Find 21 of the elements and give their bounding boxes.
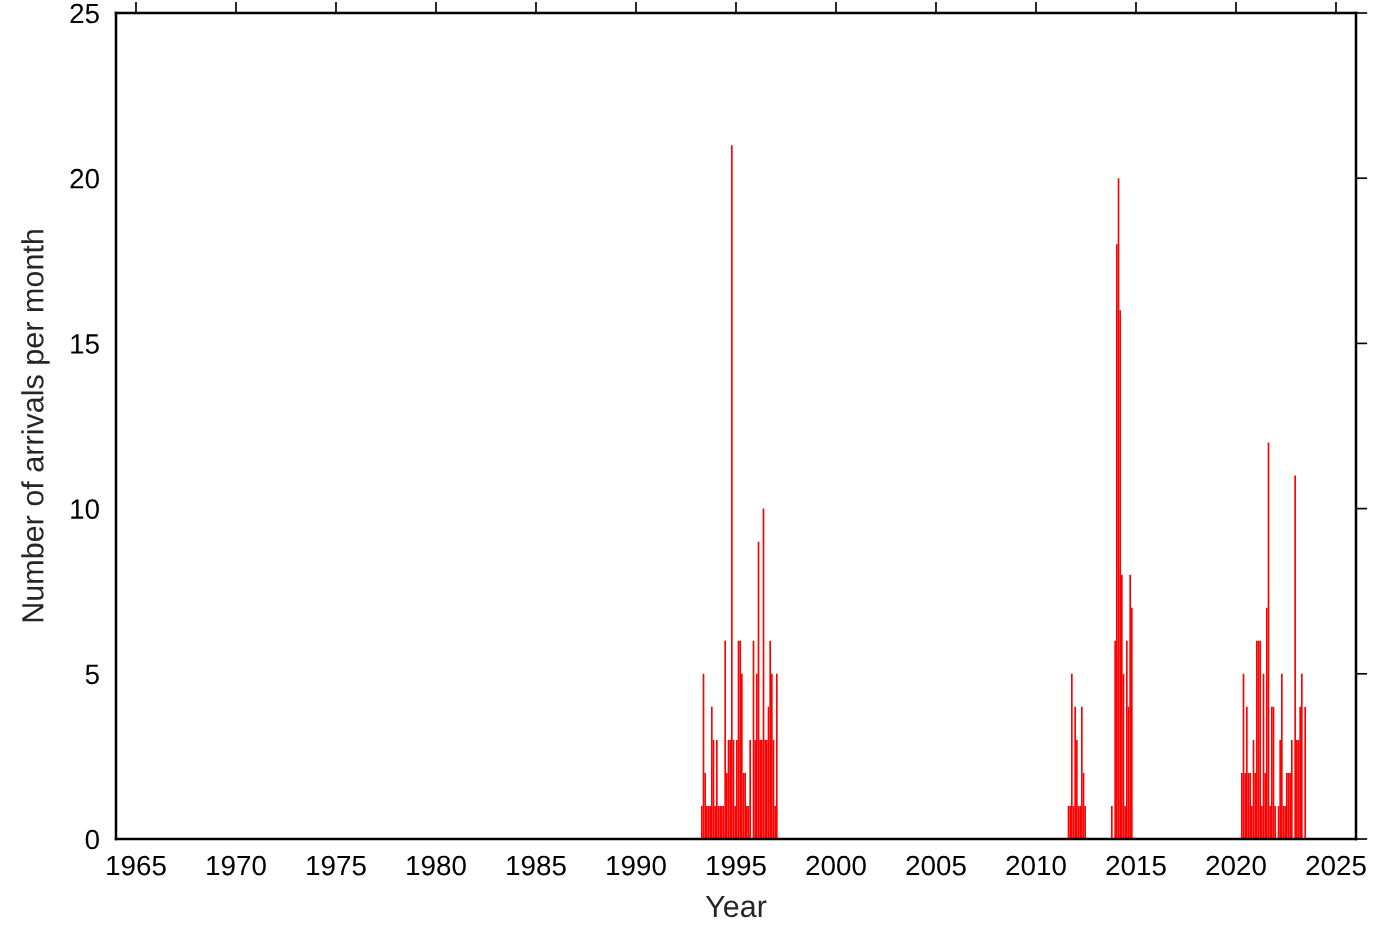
x-tick-label: 1980: [407, 855, 466, 876]
x-axis-title: Year: [705, 895, 767, 918]
x-tick-label: 2020: [1206, 855, 1266, 876]
y-tick-label: 20: [70, 168, 99, 189]
x-tick-label: 1975: [307, 855, 366, 876]
y-tick-label: 10: [71, 499, 99, 519]
x-tick-label: 2010: [1006, 855, 1066, 876]
x-tick-label: 2015: [1106, 855, 1166, 876]
y-tick-label: 5: [85, 664, 99, 685]
x-tick-label: 1995: [707, 855, 766, 876]
y-tick-label: 25: [70, 3, 99, 24]
x-tick-label: 1985: [507, 855, 566, 876]
y-tick-label: 15: [71, 334, 99, 354]
y-axis-title: Number of arrivals per month: [21, 230, 50, 622]
x-tick-label: 2005: [906, 855, 966, 876]
x-tick-label: 2000: [806, 855, 866, 876]
y-tick-label: 0: [85, 829, 99, 850]
x-tick-label: 1970: [207, 855, 266, 876]
x-tick-label: 1965: [107, 855, 166, 876]
x-tick-label: 1990: [607, 855, 666, 876]
x-tick-label: 2025: [1306, 855, 1366, 876]
